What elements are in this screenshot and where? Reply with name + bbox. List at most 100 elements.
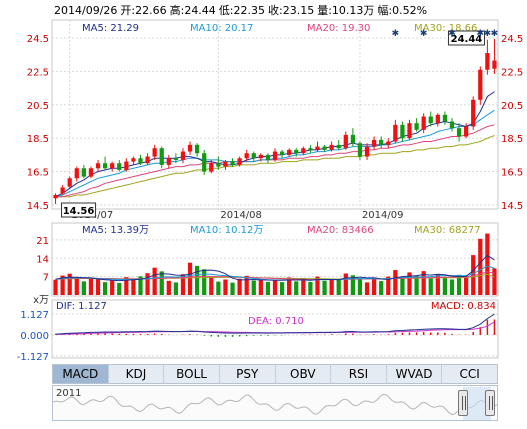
volume-bar	[308, 281, 313, 295]
volume-bar	[315, 276, 320, 295]
macd-dif-line	[55, 313, 495, 335]
quote-summary: 2014/09/26 开:22.66 高:24.44 低:22.35 收:23.15 量:…	[54, 2, 430, 18]
price-axis-tick-right: 14.5	[501, 201, 523, 212]
volume-bar	[287, 277, 292, 295]
candle-body	[414, 123, 419, 130]
max-price-marker: 24.44	[451, 34, 483, 45]
tab-boll[interactable]: BOLL	[164, 365, 220, 383]
volume-axis-tick: 14	[36, 254, 49, 265]
macd-panel-frame	[51, 299, 499, 359]
volume-bar	[60, 275, 65, 295]
volume-bar	[180, 274, 186, 295]
volume-bar	[272, 280, 278, 295]
volume-bar	[95, 279, 101, 295]
candle-body	[60, 187, 65, 194]
price-axis-tick-right: 22.5	[501, 67, 523, 78]
time-range-navigator[interactable]: 2011	[52, 385, 498, 421]
volume-bar	[471, 255, 476, 295]
indicator-tab-bar: MACD KDJ BOLL PSY OBV RSI WVAD CCI	[52, 364, 498, 384]
volume-bar	[110, 280, 115, 295]
volume-bar	[492, 268, 497, 295]
candle-body	[336, 144, 341, 149]
price-axis-tick-left: 18.5	[27, 134, 49, 145]
candle-body	[386, 141, 391, 145]
volume-bar	[456, 274, 462, 295]
volume-bar	[152, 267, 157, 295]
candle-body	[265, 154, 271, 160]
tab-kdj[interactable]: KDJ	[109, 365, 165, 383]
macd-legend-macd: MACD: 0.834	[431, 301, 496, 312]
volume-bar	[102, 282, 108, 295]
candle-body	[343, 134, 348, 149]
event-marker-icon: ✱	[484, 29, 492, 39]
volume-bar	[478, 238, 483, 295]
candle-body	[449, 121, 455, 129]
candle-body	[279, 151, 285, 155]
candle-body	[322, 146, 327, 150]
volume-bar	[449, 279, 455, 295]
candle-body	[492, 60, 497, 69]
candle-body	[166, 158, 171, 165]
candle-body	[421, 116, 426, 130]
event-marker-icon: ✱	[477, 29, 485, 39]
navigator-left-handle[interactable]	[458, 390, 468, 416]
candle-body	[74, 168, 79, 179]
tab-rsi[interactable]: RSI	[331, 365, 387, 383]
volume-bar	[117, 282, 122, 295]
event-marker-icon: ✱	[392, 29, 400, 39]
volume-bar	[265, 281, 271, 295]
min-price-marker-box	[61, 202, 97, 218]
volume-bar	[74, 276, 79, 295]
legend-ma30: MA30: 18.66	[414, 23, 477, 34]
price-axis-tick-right: 20.5	[501, 101, 523, 112]
tab-obv[interactable]: OBV	[276, 365, 332, 383]
quote-high: 高:24.44	[169, 4, 216, 17]
price-axis-tick-right: 16.5	[501, 168, 523, 179]
candle-body	[301, 148, 306, 154]
quote-date: 2014/09/26	[54, 4, 118, 17]
volume-bar	[166, 280, 171, 295]
candle-body	[67, 178, 72, 187]
volume-bar	[53, 279, 58, 295]
tab-macd[interactable]: MACD	[53, 365, 109, 383]
candle-body	[308, 148, 313, 150]
stock-chart[interactable]: 24.5 24.5 22.5 22.5 20.5 20.5 18.5 18.5 16.5 16.5…	[0, 0, 527, 364]
price-panel-frame	[51, 19, 499, 210]
macd-axis-tick: 1.127	[20, 310, 49, 321]
tab-psy[interactable]: PSY	[220, 365, 276, 383]
volume-legend-ma10: MA10: 10.12万	[190, 225, 263, 236]
navigator-right-handle[interactable]	[485, 390, 495, 416]
volume-bar	[88, 278, 94, 295]
price-axis-tick-right: 18.5	[501, 134, 523, 145]
tab-wvad[interactable]: WVAD	[387, 365, 443, 383]
event-marker-icon: ✱	[448, 29, 456, 39]
candle-body	[379, 139, 384, 145]
candle-body	[223, 161, 228, 167]
navigator-year-label: 2011	[56, 388, 82, 399]
volume-bar	[421, 271, 426, 295]
volume-bar	[138, 276, 143, 295]
candle-body	[315, 146, 320, 150]
volume-bar	[400, 277, 405, 295]
event-marker-icon: ✱	[491, 29, 499, 39]
volume-unit-label: x万	[33, 295, 49, 306]
macd-legend-dif: DIF: 1.127	[56, 301, 107, 312]
volume-bar	[379, 281, 384, 295]
candle-body	[202, 153, 207, 172]
candle-body	[471, 99, 476, 127]
volume-bar	[485, 233, 490, 295]
volume-bar	[322, 280, 327, 295]
volume-bar	[279, 282, 285, 295]
volume-panel-frame	[51, 222, 499, 297]
candle-body	[294, 149, 299, 154]
volume-bar	[350, 275, 355, 295]
volume-bar	[202, 269, 207, 295]
candle-body	[152, 148, 157, 157]
volume-bar	[435, 274, 440, 295]
price-ma5-line	[55, 91, 495, 198]
quote-low: 低:22.35	[218, 4, 266, 17]
volume-bar	[173, 282, 179, 295]
volume-bar	[336, 280, 341, 295]
price-axis-tick-left: 16.5	[27, 168, 49, 179]
tab-cci[interactable]: CCI	[459, 367, 480, 381]
